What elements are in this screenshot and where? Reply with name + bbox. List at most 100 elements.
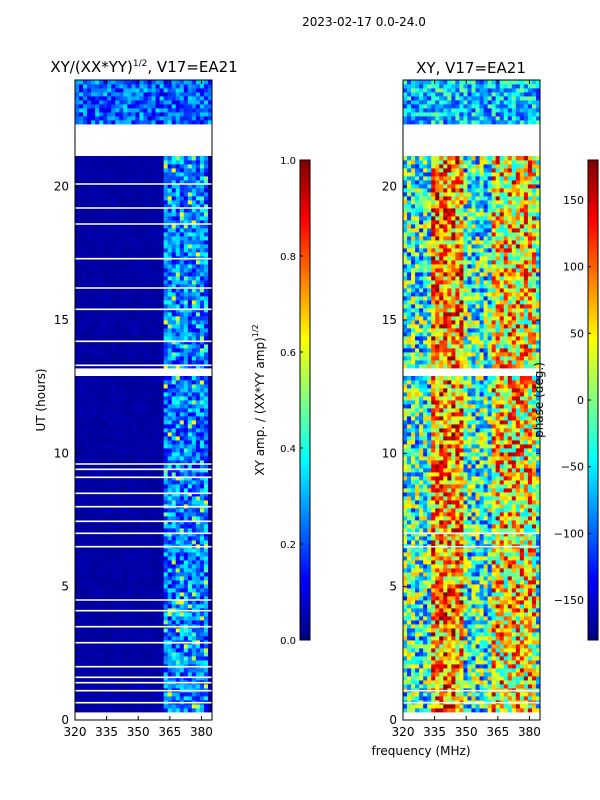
- amplitude-cell: [99, 392, 104, 397]
- amplitude-cell: [139, 520, 144, 525]
- amplitude-cell: [143, 172, 148, 177]
- amplitude-cell: [103, 88, 108, 93]
- amplitude-cell: [91, 176, 96, 181]
- amplitude-cell: [131, 304, 136, 309]
- amplitude-cell: [183, 380, 189, 385]
- amplitude-cell: [103, 676, 108, 681]
- amplitude-cell: [175, 292, 181, 297]
- amplitude-cell: [195, 468, 201, 473]
- amplitude-cell: [123, 264, 128, 269]
- amplitude-cell: [75, 112, 80, 117]
- amplitude-cell: [75, 704, 80, 709]
- amplitude-cell: [83, 164, 88, 169]
- amplitude-cell: [131, 620, 136, 625]
- amplitude-cell: [179, 284, 185, 289]
- amplitude-cell: [131, 192, 136, 197]
- amplitude-cell: [135, 432, 140, 437]
- amplitude-cell: [167, 264, 173, 269]
- amplitude-cell: [147, 648, 152, 653]
- amplitude-cell: [179, 516, 185, 521]
- amplitude-cell: [191, 648, 197, 653]
- amplitude-cell: [139, 324, 144, 329]
- amplitude-cell: [159, 456, 165, 461]
- amplitude-cell: [147, 360, 152, 365]
- amplitude-cell: [183, 676, 189, 681]
- amplitude-cell: [187, 476, 193, 481]
- amplitude-cell: [95, 560, 100, 565]
- amplitude-cell: [187, 264, 193, 269]
- amplitude-cell: [87, 208, 92, 213]
- amplitude-cell: [91, 336, 96, 341]
- amplitude-cell: [143, 276, 148, 281]
- amplitude-cell: [107, 576, 112, 581]
- amplitude-cell: [163, 424, 169, 429]
- amplitude-cell: [207, 220, 213, 225]
- amplitude-cell: [107, 216, 112, 221]
- amplitude-cell: [143, 516, 148, 521]
- amplitude-cell: [171, 196, 177, 201]
- amplitude-cell: [75, 484, 80, 489]
- amplitude-cell: [167, 540, 173, 545]
- amplitude-cell: [115, 228, 120, 233]
- amplitude-cell: [107, 176, 112, 181]
- amplitude-cell: [115, 628, 120, 633]
- amplitude-cell: [167, 652, 173, 657]
- amplitude-cell: [123, 660, 128, 665]
- amplitude-cell: [123, 460, 128, 465]
- amplitude-cell: [159, 628, 165, 633]
- amplitude-cell: [179, 156, 185, 161]
- amplitude-cell: [111, 476, 116, 481]
- amplitude-cell: [151, 460, 156, 465]
- amplitude-cell: [91, 520, 96, 525]
- amplitude-cell: [87, 260, 92, 265]
- amplitude-cell: [155, 220, 161, 225]
- amplitude-cell: [131, 512, 136, 517]
- amplitude-cell: [199, 200, 205, 205]
- amplitude-cell: [163, 240, 169, 245]
- amplitude-cell: [135, 508, 140, 513]
- amplitude-cell: [171, 448, 177, 453]
- amplitude-cell: [103, 696, 108, 701]
- amplitude-cell: [151, 272, 156, 277]
- amplitude-cell: [191, 244, 197, 249]
- amplitude-cell: [75, 164, 80, 169]
- amplitude-cell: [95, 116, 100, 121]
- amplitude-cell: [127, 248, 132, 253]
- amplitude-cell: [151, 684, 156, 689]
- amplitude-cell: [87, 584, 92, 589]
- amplitude-cell: [195, 400, 201, 405]
- amplitude-cell: [199, 460, 205, 465]
- amplitude-cell: [127, 668, 132, 673]
- amplitude-cell: [199, 360, 205, 365]
- amplitude-cell: [171, 572, 177, 577]
- amplitude-cell: [195, 272, 201, 277]
- amplitude-cell: [131, 420, 136, 425]
- amplitude-cell: [171, 552, 177, 557]
- amplitude-cell: [195, 244, 201, 249]
- amplitude-cell: [75, 220, 80, 225]
- amplitude-cell: [167, 172, 173, 177]
- amplitude-cell: [171, 648, 177, 653]
- amplitude-cell: [95, 180, 100, 185]
- amplitude-cell: [203, 356, 209, 361]
- amplitude-cell: [91, 636, 96, 641]
- amplitude-cell: [135, 232, 140, 237]
- amplitude-cell: [199, 332, 205, 337]
- amplitude-cell: [183, 560, 189, 565]
- amplitude-cell: [147, 644, 152, 649]
- amplitude-cell: [175, 460, 181, 465]
- amplitude-cell: [87, 192, 92, 197]
- amplitude-cell: [139, 612, 144, 617]
- amplitude-cell: [111, 656, 116, 661]
- amplitude-cell: [159, 192, 165, 197]
- amplitude-cell: [75, 116, 80, 121]
- amplitude-cell: [139, 592, 144, 597]
- amplitude-cell: [139, 436, 144, 441]
- amplitude-cell: [175, 288, 181, 293]
- amplitude-cell: [83, 500, 88, 505]
- amplitude-cell: [123, 396, 128, 401]
- amplitude-cell: [195, 264, 201, 269]
- amplitude-cell: [87, 284, 92, 289]
- amplitude-cell: [95, 660, 100, 665]
- amplitude-cell: [115, 248, 120, 253]
